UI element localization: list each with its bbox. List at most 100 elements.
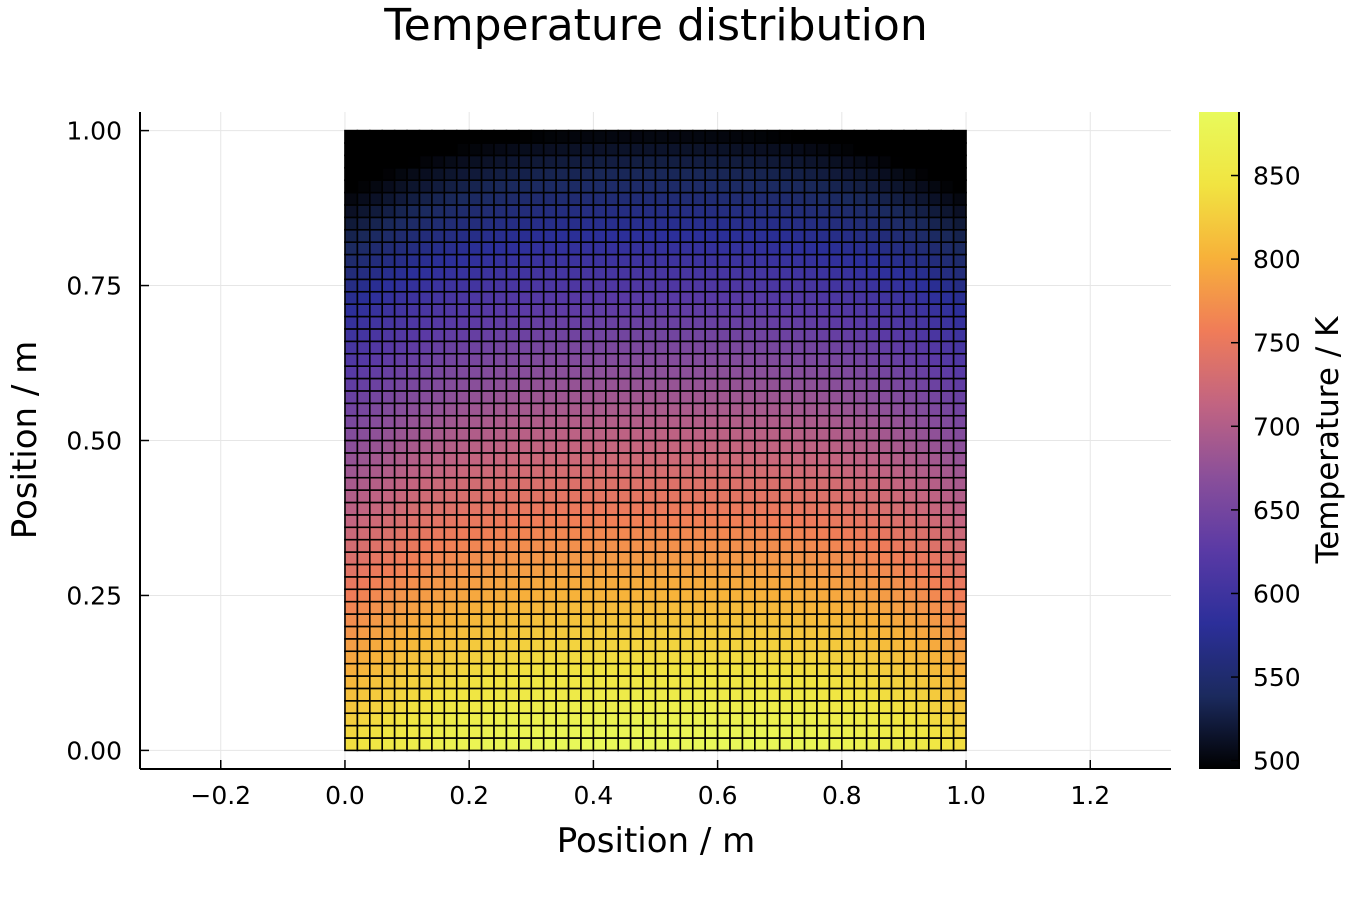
heatmap-cell: [654, 464, 669, 479]
heatmap-cell: [468, 328, 483, 343]
heatmap-cell: [393, 402, 408, 417]
heatmap-cell: [443, 129, 458, 144]
heatmap-cell: [368, 687, 384, 702]
heatmap-cell: [567, 700, 582, 715]
heatmap-cell: [766, 191, 781, 206]
heatmap-cell: [741, 538, 756, 553]
heatmap-cell: [704, 402, 719, 417]
heatmap-cell: [418, 328, 433, 343]
heatmap-cell: [356, 724, 371, 739]
heatmap-cell: [940, 290, 955, 305]
heatmap-cell: [605, 228, 620, 243]
heatmap-cell: [915, 514, 930, 529]
heatmap-cell: [704, 662, 719, 677]
heatmap-cell: [617, 142, 632, 157]
heatmap-cell: [431, 650, 446, 665]
heatmap-cell: [505, 154, 520, 169]
heatmap-cell: [592, 563, 607, 578]
heatmap-cell: [368, 204, 384, 219]
heatmap-cell: [555, 687, 570, 702]
heatmap-cell: [642, 142, 657, 157]
heatmap-cell: [754, 737, 769, 752]
heatmap-cell: [580, 390, 595, 405]
heatmap-cell: [356, 402, 371, 417]
heatmap-cell: [903, 142, 918, 157]
heatmap-cell: [654, 700, 669, 715]
heatmap-cell: [952, 476, 967, 491]
heatmap-cell: [878, 340, 893, 355]
heatmap-cell: [555, 204, 570, 219]
heatmap-cell: [841, 526, 856, 541]
heatmap-cell: [903, 476, 918, 491]
heatmap-cell: [791, 365, 806, 380]
heatmap-cell: [505, 266, 520, 281]
heatmap-cell: [480, 588, 495, 603]
heatmap-cell: [443, 204, 458, 219]
heatmap-cell: [940, 303, 955, 318]
heatmap-cell: [381, 501, 396, 516]
heatmap-cell: [381, 638, 396, 653]
heatmap-cell: [505, 377, 520, 392]
heatmap-cell: [617, 452, 632, 467]
heatmap-cell: [493, 414, 508, 429]
heatmap-cell: [617, 526, 632, 541]
heatmap-cell: [344, 638, 359, 653]
heatmap-cell: [828, 538, 843, 553]
heatmap-cell: [542, 452, 557, 467]
heatmap-cell: [617, 290, 632, 305]
heatmap-cell: [816, 228, 831, 243]
heatmap-cell: [406, 675, 421, 690]
heatmap-cell: [344, 352, 359, 367]
heatmap-cell: [853, 476, 868, 491]
heatmap-cell: [518, 142, 533, 157]
heatmap-cell: [580, 687, 595, 702]
heatmap-cell: [356, 476, 371, 491]
heatmap-cell: [542, 328, 557, 343]
heatmap-cell: [381, 328, 396, 343]
heatmap-cell: [617, 476, 632, 491]
heatmap-cell: [803, 365, 818, 380]
heatmap-cell: [642, 501, 657, 516]
heatmap-cell: [418, 650, 433, 665]
heatmap-cell: [455, 179, 470, 194]
heatmap-cell: [729, 551, 744, 566]
heatmap-cell: [530, 662, 545, 677]
heatmap-cell: [344, 476, 359, 491]
heatmap-cell: [803, 315, 818, 330]
heatmap-cell: [816, 700, 831, 715]
heatmap-cell: [642, 625, 657, 640]
heatmap-cell: [418, 266, 433, 281]
heatmap-cell: [791, 179, 806, 194]
heatmap-cell: [480, 303, 495, 318]
heatmap-cell: [778, 402, 793, 417]
heatmap-cell: [729, 489, 744, 504]
heatmap-cell: [468, 228, 483, 243]
heatmap-cell: [766, 154, 781, 169]
heatmap-cell: [617, 328, 632, 343]
heatmap-cell: [356, 204, 371, 219]
heatmap-cell: [903, 600, 918, 615]
heatmap-cell: [691, 638, 706, 653]
heatmap-cell: [654, 390, 669, 405]
heatmap-cell: [803, 266, 818, 281]
heatmap-cell: [480, 514, 495, 529]
heatmap-cell: [567, 551, 582, 566]
heatmap-cell: [368, 563, 384, 578]
heatmap-cell: [890, 129, 905, 144]
heatmap-cell: [679, 166, 694, 181]
heatmap-cell: [691, 179, 706, 194]
heatmap-cell: [530, 514, 545, 529]
heatmap-cell: [952, 662, 967, 677]
heatmap-cell: [418, 737, 433, 752]
heatmap-cell: [431, 576, 446, 591]
heatmap-cell: [878, 290, 893, 305]
heatmap-cell: [853, 712, 868, 727]
heatmap-cell: [791, 154, 806, 169]
heatmap-cell: [878, 204, 893, 219]
heatmap-cell: [567, 402, 582, 417]
heatmap-cell: [890, 600, 905, 615]
heatmap-cell: [406, 414, 421, 429]
heatmap-cell: [406, 588, 421, 603]
heatmap-cell: [878, 687, 893, 702]
heatmap-cell: [667, 303, 682, 318]
